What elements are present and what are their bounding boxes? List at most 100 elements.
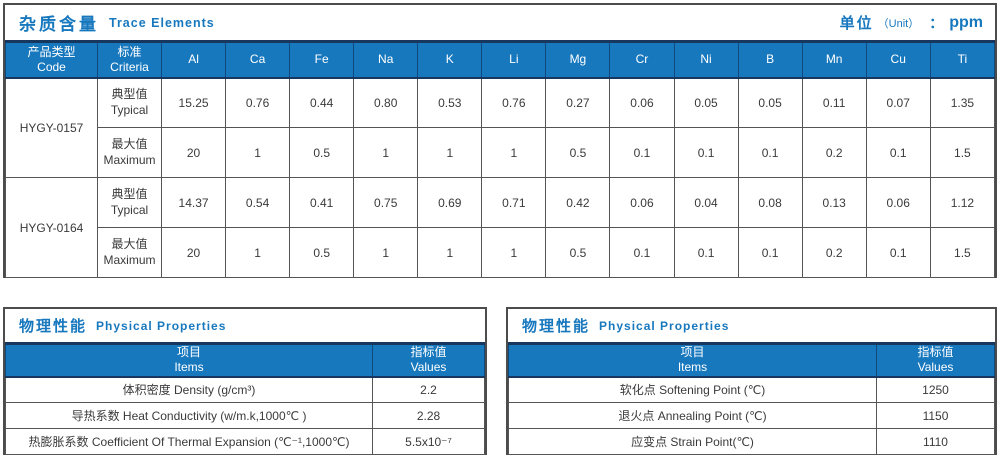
property-item: 软化点 Softening Point (℃) [508,376,877,403]
value-cell: 0.1 [865,227,931,278]
physical-properties-left-table: 项目 Items 指标值 Values 体积密度 Density (g/cm³)… [5,342,485,455]
trace-header-row: 产品类型 Code 标准 Criteria Al Ca Fe Na K Li Mg Cr Ni B… [5,40,996,79]
value-cell: 0.06 [609,177,675,228]
table-row: 应变点 Strain Point(℃) 1110 [508,428,995,455]
trace-elements-table: 产品类型 Code 标准 Criteria Al Ca Fe Na K Li Mg Cr Ni B… [5,40,996,278]
table-row: 最大值 Maximum 20 1 0.5 1 1 1 0.5 0.1 0.1 0.1 0.2 0.1 1… [6,127,996,178]
element-header: Ni [673,40,739,79]
product-code: HYGY-0157 [5,77,98,178]
trace-elements-panel: 杂质含量 Trace Elements 单位 （Unit） ： ppm 产品类型… [3,3,997,278]
value-cell: 0.07 [865,77,931,128]
table-row: HYGY-0164 典型值 Typical 14.37 0.54 0.41 0.75 0… [5,177,996,278]
element-header: Ca [225,40,291,79]
property-item: 体积密度 Density (g/cm³) [5,376,373,403]
criteria-typical-en: Typical [110,202,149,217]
value-cell: 0.2 [801,127,867,178]
value-cell: 0.1 [737,127,803,178]
value-cell: 0.71 [481,177,547,228]
phys-right-header-row: 项目 Items 指标值 Values [508,342,995,378]
trace-title-cn: 杂质含量 [19,15,99,34]
criteria-typical-cn: 典型值 [111,87,148,102]
product-code: HYGY-0164 [5,177,98,278]
value-cell: 1 [353,127,419,178]
criteria-header-en: Criteria [110,59,149,74]
value-cell: 0.1 [673,227,739,278]
table-row: 软化点 Softening Point (℃) 1250 [508,376,995,403]
element-header: Cr [609,40,675,79]
value-cell: 20 [160,127,227,178]
criteria-cell-typical: 典型值 Typical [97,77,162,128]
property-value: 2.2 [372,376,485,403]
phys-left-header-row: 项目 Items 指标值 Values [5,342,485,378]
criteria-header-cn: 标准 [117,44,142,59]
element-header: Mn [801,40,867,79]
value-cell: 0.76 [225,77,291,128]
value-cell: 0.5 [545,127,611,178]
table-row: 退火点 Annealing Point (℃) 1150 [508,402,995,429]
value-cell: 0.42 [545,177,611,228]
element-header: Ti [929,40,996,79]
value-cell: 0.5 [545,227,611,278]
value-cell: 0.41 [289,177,355,228]
items-header-en: Items [677,360,708,375]
physical-properties-right-table: 项目 Items 指标值 Values 软化点 Softening Point … [508,342,995,455]
unit-value: ppm [949,13,983,31]
value-cell: 0.11 [801,77,867,128]
value-cell: 0.53 [417,77,483,128]
table-row: HYGY-0157 典型值 Typical 15.25 0.76 0.44 0.80 0… [5,77,996,178]
values-header-cn: 指标值 [917,345,954,360]
value-cell: 0.5 [289,227,355,278]
value-cell: 1 [353,227,419,278]
value-cell: 0.1 [609,227,675,278]
table-row: 热膨胀系数 Coefficient Of Thermal Expansion (… [5,428,485,455]
criteria-cell-maximum: 最大值 Maximum [97,227,162,278]
value-cell: 0.1 [737,227,803,278]
values-header-en: Values [917,360,954,375]
value-cell: 0.08 [737,177,803,228]
value-cell: 0.54 [225,177,291,228]
phys-right-title-cn: 物理性能 [522,318,591,335]
values-header: 指标值 Values [876,342,995,378]
items-header-en: Items [174,360,204,375]
property-value: 2.28 [372,402,485,429]
phys-right-title-bar: 物理性能 Physical Properties [508,309,995,342]
property-item: 导热系数 Heat Conductivity (w/m.k,1000℃ ) [5,402,373,429]
criteria-typical-cn: 典型值 [111,186,148,201]
phys-right-title-en: Physical Properties [599,318,730,333]
value-cell: 1 [225,127,291,178]
value-cell: 0.69 [417,177,483,228]
property-item: 退火点 Annealing Point (℃) [508,402,877,429]
property-value: 1250 [876,376,995,403]
table-row: 导热系数 Heat Conductivity (w/m.k,1000℃ ) 2.… [5,402,485,429]
phys-left-title-en: Physical Properties [96,318,227,333]
value-cell: 20 [160,227,227,278]
phys-left-title-cn: 物理性能 [19,318,88,335]
product-code-header-cn: 产品类型 [27,44,76,59]
unit-en: （Unit） [877,17,920,30]
criteria-maximum-cn: 最大值 [111,236,148,251]
value-cell: 1 [481,127,547,178]
criteria-typical-en: Typical [110,102,149,117]
table-row: 体积密度 Density (g/cm³) 2.2 [5,376,485,403]
criteria-header: 标准 Criteria [97,40,162,79]
unit-label: 单位 （Unit） ： ppm [840,12,983,33]
value-cell: 0.76 [481,77,547,128]
value-cell: 0.75 [353,177,419,228]
items-header: 项目 Items [5,342,373,378]
element-header: B [737,40,803,79]
property-item: 热膨胀系数 Coefficient Of Thermal Expansion (… [5,428,373,455]
value-cell: 0.1 [865,127,931,178]
physical-properties-right-panel: 物理性能 Physical Properties 项目 Items 指标值 Va… [506,307,997,455]
criteria-maximum-en: Maximum [103,252,156,267]
value-cell: 0.05 [737,77,803,128]
element-header: K [417,40,483,79]
element-header: Cu [865,40,931,79]
items-header-cn: 项目 [680,345,705,360]
element-header: Fe [289,40,355,79]
value-cell: 0.06 [865,177,931,228]
product-code-header-en: Code [37,59,66,74]
value-cell: 0.13 [801,177,867,228]
values-header: 指标值 Values [372,342,485,378]
value-cell: 15.25 [160,77,227,128]
table-row: 最大值 Maximum 20 1 0.5 1 1 1 0.5 0.1 0.1 0.1 0.2 0.1 1… [6,227,996,278]
